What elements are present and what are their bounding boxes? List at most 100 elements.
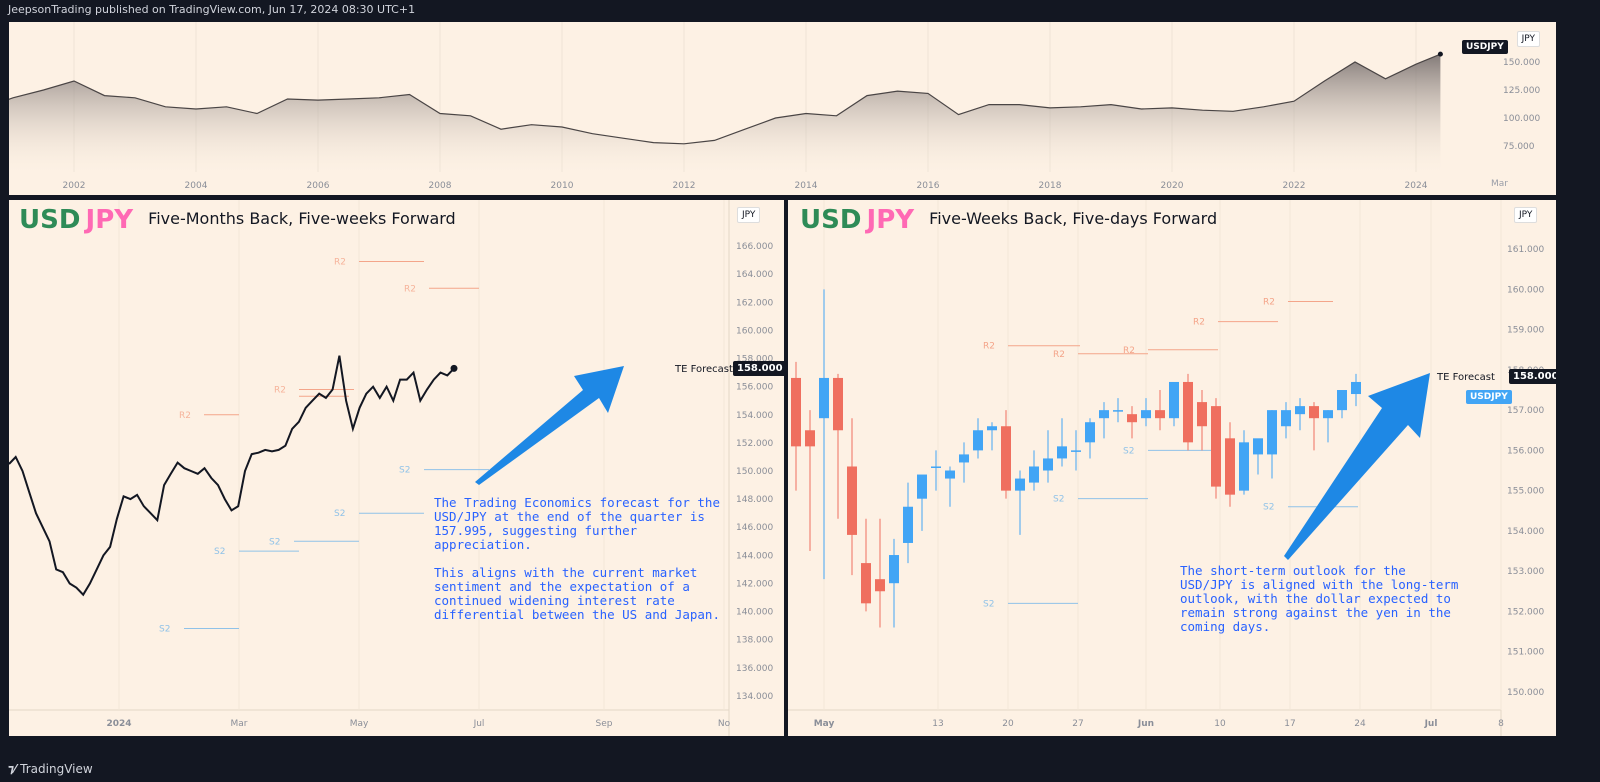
left-x-tick: May — [350, 719, 369, 729]
right-y-tick: 155.000 — [1507, 487, 1544, 497]
right-chart: May 13 20 27 Jun 10 17 24 Jul 8 161.000 160.000 159.… — [788, 200, 1544, 736]
right-candle-body — [1043, 458, 1053, 471]
right-x-tick: 20 — [1002, 719, 1014, 729]
left-s2-label: S2 — [334, 509, 345, 519]
left-y-tick: 144.000 — [736, 551, 773, 561]
left-y-tick: 134.000 — [736, 692, 773, 702]
right-y-tick: 150.000 — [1507, 688, 1544, 698]
right-candle-body — [1267, 410, 1277, 455]
right-candle-body — [1099, 410, 1109, 419]
left-y-tick: 148.000 — [736, 495, 773, 505]
right-s2-label: S2 — [1053, 495, 1064, 505]
left-y-tick: 162.000 — [736, 298, 773, 308]
right-s2-label: S2 — [1123, 446, 1134, 456]
overview-line — [9, 53, 1441, 145]
left-x-tick: Jul — [473, 719, 485, 729]
right-x-tick: 24 — [1354, 719, 1366, 729]
overview-x-tick: 2012 — [673, 181, 696, 191]
right-candle-body — [959, 454, 969, 463]
right-candle-body — [1253, 438, 1263, 455]
left-r2-label: R2 — [179, 411, 191, 421]
overview-x-tick: 2008 — [429, 181, 452, 191]
right-y-tick: 152.000 — [1507, 607, 1544, 617]
right-candle-body — [833, 377, 843, 431]
right-candle-body — [819, 377, 829, 419]
overview-x-tick: 2018 — [1039, 181, 1062, 191]
overview-y-tick: 75.000 — [1503, 142, 1535, 152]
overview-last-point — [1437, 51, 1443, 57]
right-candle-body — [1001, 426, 1011, 491]
left-y-tick: 164.000 — [736, 270, 773, 280]
right-s2-label: S2 — [1263, 503, 1274, 513]
right-candle-body — [847, 466, 857, 535]
left-note-p2: This aligns with the current market sent… — [434, 565, 720, 622]
overview-x-tick: 2020 — [1161, 181, 1184, 191]
overview-area — [9, 54, 1441, 172]
right-candle-body — [1295, 406, 1305, 415]
right-candle-body — [1141, 410, 1151, 419]
right-candle-body — [1225, 438, 1235, 495]
right-r2-label: R2 — [1123, 346, 1135, 356]
overview-x-tick: 2010 — [551, 181, 574, 191]
left-x-tick: Sep — [596, 719, 613, 729]
overview-x-tick: 2014 — [795, 181, 818, 191]
right-candle-body — [1323, 410, 1333, 419]
left-r2-label: R2 — [404, 284, 416, 294]
left-s2-label: S2 — [399, 466, 410, 476]
right-x-tick: Jun — [1137, 719, 1154, 729]
left-x-tick: 2024 — [106, 719, 131, 729]
right-candle-body — [1085, 422, 1095, 443]
left-forecast-arrow — [475, 366, 624, 485]
right-y-tick: 161.000 — [1507, 245, 1544, 255]
right-y-tick: 160.000 — [1507, 285, 1544, 295]
right-x-tick: 17 — [1284, 719, 1295, 729]
left-currency-badge[interactable]: JPY — [737, 207, 761, 223]
right-candle-body — [1211, 406, 1221, 487]
right-candle-body — [1127, 414, 1137, 423]
right-forecast-arrow — [1284, 373, 1430, 560]
left-y-tick: 160.000 — [736, 326, 773, 336]
right-candle-body — [889, 555, 899, 584]
left-price-line — [9, 355, 455, 597]
right-candle-body — [1309, 406, 1319, 419]
footer[interactable]: ⁊⁄ TradingView — [8, 762, 93, 776]
right-r2-label: R2 — [1193, 318, 1205, 328]
right-candle-body — [1015, 478, 1025, 491]
left-last-point — [450, 364, 458, 372]
left-chart-panel[interactable]: 2024 Mar May Jul Sep No 166.000 164.000 162.000 1… — [9, 200, 784, 736]
right-chart-panel[interactable]: May 13 20 27 Jun 10 17 24 Jul 8 161.000 160.000 159.… — [788, 200, 1556, 736]
right-candle-body — [1351, 381, 1361, 395]
left-r2-label: R2 — [274, 385, 286, 395]
overview-x-tick: 2016 — [917, 181, 940, 191]
right-title-usd: USD — [800, 205, 862, 235]
overview-chart: 2002 2004 2006 2008 2010 2012 2014 2016 2018 2020… — [9, 22, 1540, 191]
tradingview-logo-icon: ⁊⁄ — [8, 762, 17, 776]
right-chart-title: USD JPY Five-Weeks Back, Five-days Forwa… — [800, 205, 1217, 235]
right-subtitle: Five-Weeks Back, Five-days Forward — [929, 209, 1218, 228]
right-candle-body — [917, 474, 927, 499]
overview-x-tick: 2022 — [1283, 181, 1306, 191]
left-title-jpy: JPY — [85, 205, 134, 235]
right-note: The short-term outlook for the USD/JPY i… — [1180, 563, 1459, 634]
right-x-tick: 8 — [1498, 719, 1504, 729]
overview-panel[interactable]: 2002 2004 2006 2008 2010 2012 2014 2016 2018 2020… — [9, 22, 1556, 195]
overview-y-tick: 150.000 — [1503, 58, 1540, 68]
right-forecast-value: 158.000 — [1509, 369, 1556, 384]
overview-currency-badge[interactable]: JPY — [1516, 31, 1540, 47]
right-candle-body — [1197, 402, 1207, 427]
right-y-tick: 159.000 — [1507, 326, 1544, 336]
right-r2-label: R2 — [1263, 297, 1275, 307]
left-y-tick: 142.000 — [736, 579, 773, 589]
right-x-tick: 27 — [1072, 719, 1083, 729]
right-candle-body — [945, 470, 955, 479]
left-s2-label: S2 — [269, 537, 280, 547]
overview-symbol-badge: USDJPY — [1462, 40, 1508, 54]
right-candle-body — [1113, 410, 1123, 412]
left-note-p1: The Trading Economics forecast for the U… — [434, 495, 720, 552]
left-y-tick: 150.000 — [736, 467, 773, 477]
left-y-tick: 166.000 — [736, 242, 773, 252]
right-y-tick: 153.000 — [1507, 567, 1544, 577]
left-forecast-label: TE Forecast — [675, 364, 733, 375]
right-currency-badge[interactable]: JPY — [1514, 207, 1538, 223]
right-candle-body — [1169, 381, 1179, 419]
